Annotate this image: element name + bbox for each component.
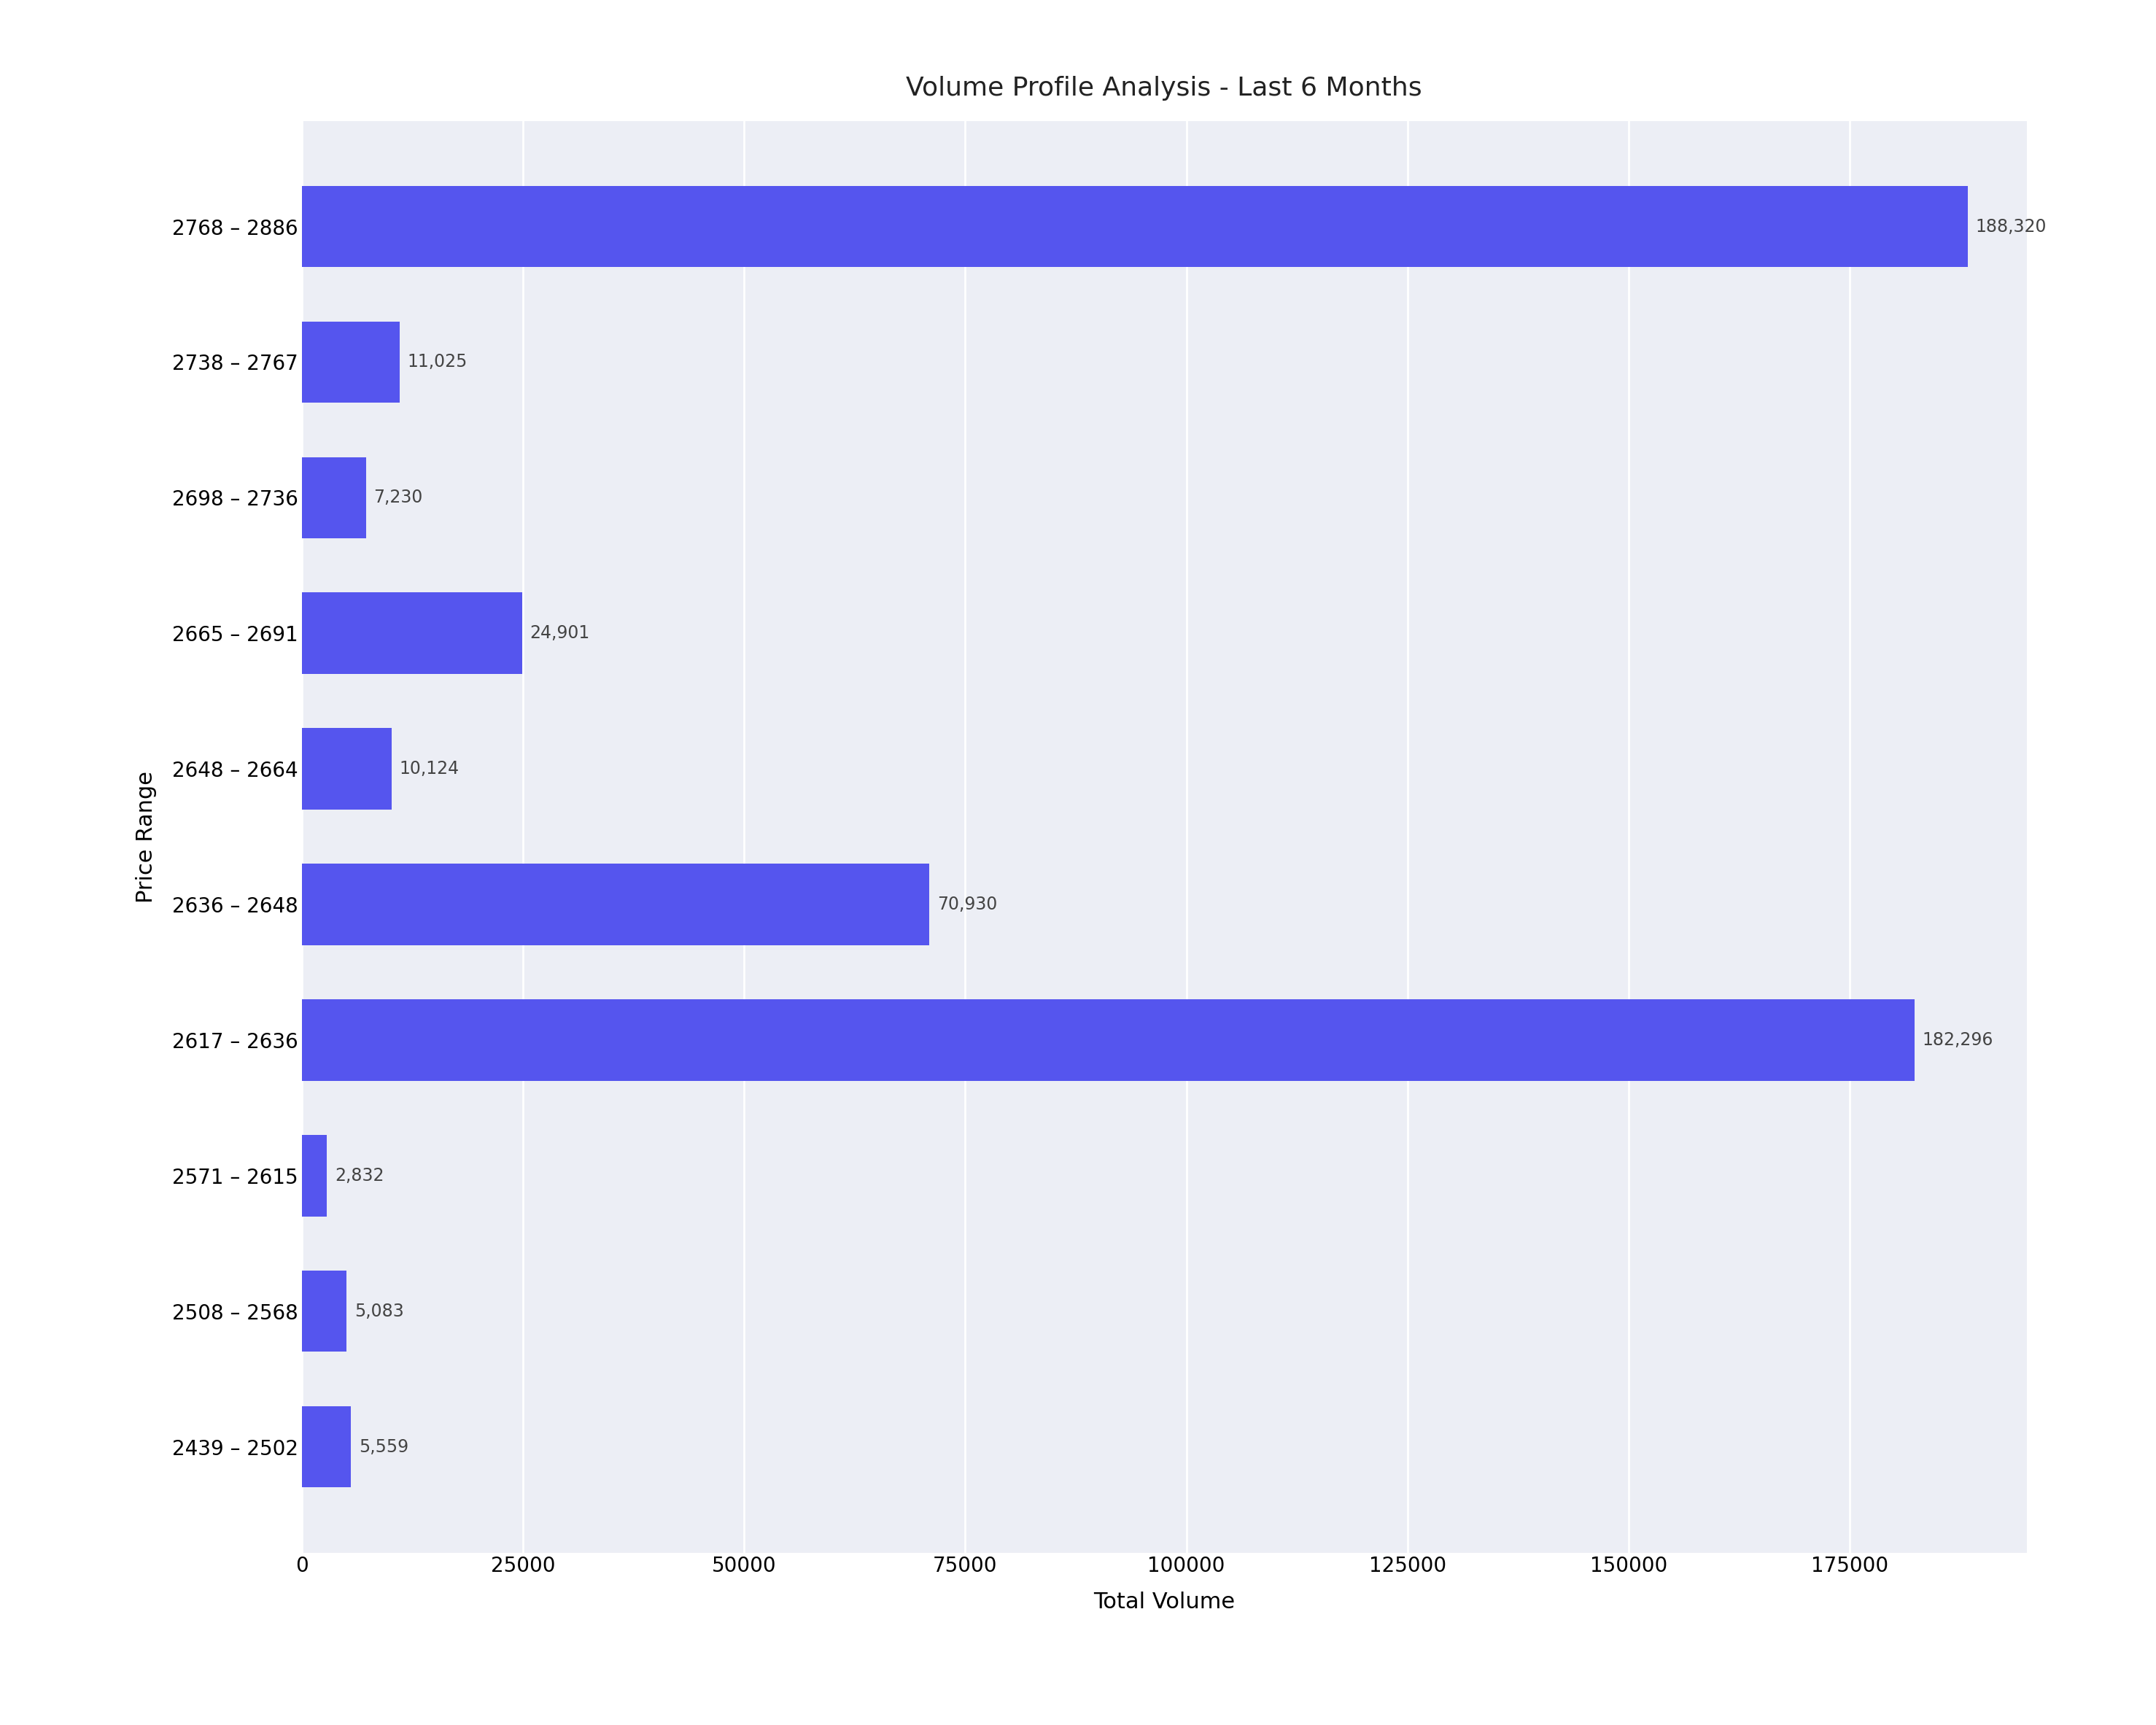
- Text: 24,901: 24,901: [530, 624, 591, 642]
- Bar: [302, 593, 522, 674]
- Bar: [302, 321, 399, 402]
- Bar: [302, 186, 1968, 267]
- Bar: [302, 728, 392, 809]
- Title: Volume Profile Analysis - Last 6 Months: Volume Profile Analysis - Last 6 Months: [906, 76, 1423, 100]
- Text: 70,930: 70,930: [938, 895, 998, 913]
- X-axis label: Total Volume: Total Volume: [1093, 1592, 1235, 1613]
- Text: 188,320: 188,320: [1975, 217, 2046, 235]
- Bar: [302, 864, 929, 945]
- Text: 182,296: 182,296: [1923, 1032, 1994, 1049]
- Bar: [302, 457, 367, 538]
- Bar: [302, 999, 1915, 1080]
- Text: 10,124: 10,124: [399, 761, 459, 778]
- Text: 7,230: 7,230: [373, 488, 423, 507]
- Bar: [302, 1271, 347, 1352]
- Bar: [302, 1406, 351, 1487]
- Text: 2,832: 2,832: [334, 1166, 384, 1185]
- Text: 5,559: 5,559: [358, 1439, 410, 1456]
- Bar: [302, 1135, 328, 1216]
- Y-axis label: Price Range: Price Range: [136, 771, 157, 902]
- Text: 5,083: 5,083: [356, 1302, 403, 1320]
- Text: 11,025: 11,025: [407, 354, 468, 371]
